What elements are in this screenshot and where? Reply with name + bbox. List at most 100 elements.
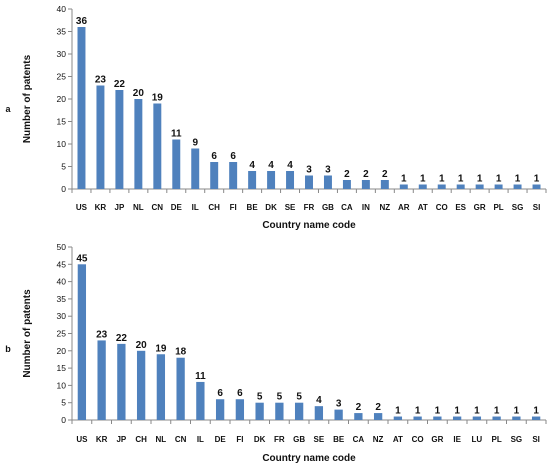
- chart2-bar-SE: [314, 406, 324, 420]
- chart2-y-tick-label-5: 25: [57, 329, 67, 339]
- chart1-data-label-BE: 4: [249, 160, 255, 171]
- chart2-category-label-CA: CA: [353, 435, 365, 444]
- chart1-data-label-AR: 1: [401, 174, 407, 185]
- chart1-y-tick-label-1: 5: [61, 162, 66, 172]
- chart1-bar-SE: [286, 171, 295, 189]
- chart2-bar-IE: [452, 416, 462, 420]
- chart2-data-label-DK: 5: [257, 392, 263, 403]
- chart1-bar-CA: [342, 180, 351, 189]
- chart2-bar-DK: [255, 402, 264, 420]
- chart1-category-label-GR: GR: [474, 203, 486, 212]
- chart2-data-label-LU: 1: [474, 406, 480, 417]
- chart2-data-label-CN: 18: [175, 347, 187, 358]
- chart2-data-label-DE: 6: [217, 388, 223, 399]
- chart2-bar-GR: [433, 416, 442, 420]
- chart1-data-label-SI: 1: [534, 174, 540, 185]
- chart2-y-tick-label-6: 30: [57, 311, 67, 321]
- chart1-y-axis-title: Number of patents: [22, 54, 33, 143]
- chart2-bar-KR: [97, 340, 106, 420]
- chart2-bar-BE: [334, 409, 343, 420]
- chart2-data-label-SE: 4: [316, 395, 322, 406]
- chart2-category-label-GB: GB: [293, 435, 305, 444]
- chart1-y-tick-label-8: 40: [57, 4, 67, 14]
- chart1-data-label-KR: 23: [95, 75, 107, 86]
- chart2-category-label-DK: DK: [254, 435, 266, 444]
- chart1-category-label-CA: CA: [341, 203, 353, 212]
- chart1-data-label-CH: 6: [211, 151, 217, 162]
- chart1-y-tick-label-3: 15: [57, 117, 67, 127]
- chart1-bar-DK: [267, 171, 276, 189]
- chart2-panel-label: b: [5, 344, 11, 354]
- chart2-bar-CH: [136, 350, 146, 420]
- chart1-y-tick-label-4: 20: [57, 94, 67, 104]
- chart1-data-label-NZ: 2: [382, 169, 388, 180]
- chart1-y-tick-label-5: 25: [57, 72, 67, 82]
- chart1-category-label-US: US: [76, 203, 88, 212]
- chart2-y-tick-label-1: 5: [61, 398, 66, 408]
- chart2-bar-PL: [492, 416, 501, 420]
- chart1-category-label-SI: SI: [533, 203, 541, 212]
- chart1-bar-BE: [248, 171, 257, 189]
- chart1-category-label-NL: NL: [133, 203, 144, 212]
- chart2-bar-CN: [176, 357, 185, 420]
- chart2-y-tick-label-2: 10: [57, 380, 67, 390]
- chart2-data-label-CO: 1: [415, 406, 421, 417]
- chart1-data-label-AT: 1: [420, 174, 426, 185]
- chart1-category-label-DK: DK: [265, 203, 277, 212]
- chart2-category-label-SG: SG: [511, 435, 523, 444]
- chart2-category-label-CN: CN: [175, 435, 187, 444]
- chart1-category-label-CH: CH: [208, 203, 220, 212]
- chart2-y-axis-title: Number of patents: [22, 289, 33, 378]
- chart2-category-label-NZ: NZ: [373, 435, 384, 444]
- chart1-data-label-PL: 1: [496, 174, 502, 185]
- chart2-data-label-FR: 5: [277, 392, 283, 403]
- chart1-category-label-CN: CN: [152, 203, 164, 212]
- chart1-data-label-CO: 1: [439, 174, 445, 185]
- chart2-data-label-PL: 1: [494, 406, 500, 417]
- chart1-data-label-FI: 6: [230, 151, 236, 162]
- chart2-y-tick-label-3: 15: [57, 363, 67, 373]
- chart2-bar-FI: [235, 399, 245, 420]
- chart1-data-label-NL: 20: [133, 88, 145, 99]
- chart1-category-label-CO: CO: [436, 203, 448, 212]
- chart2-category-label-IE: IE: [453, 435, 461, 444]
- chart2-bar-FR: [275, 402, 284, 420]
- chart2-bar-NZ: [373, 413, 383, 420]
- chart2-data-label-SG: 1: [514, 406, 520, 417]
- chart2-data-label-AT: 1: [395, 406, 401, 417]
- chart2-data-label-GB: 5: [296, 392, 302, 403]
- chart2-category-label-FI: FI: [236, 435, 243, 444]
- chart2-category-label-BE: BE: [333, 435, 345, 444]
- chart1-bar-ES: [456, 184, 465, 189]
- chart1-category-label-IN: IN: [362, 203, 370, 212]
- chart2-data-label-NZ: 2: [375, 402, 381, 413]
- chart1-x-axis-title: Country name code: [262, 220, 356, 231]
- chart2-category-label-GR: GR: [431, 435, 443, 444]
- chart2-category-label-DE: DE: [215, 435, 227, 444]
- chart2-bar-NL: [156, 354, 166, 420]
- chart2-data-label-IE: 1: [454, 406, 460, 417]
- chart2-category-label-US: US: [76, 435, 88, 444]
- chart1-bar-GR: [475, 184, 484, 189]
- chart1-data-label-IL: 9: [192, 138, 198, 149]
- chart2-bar-JP: [117, 343, 126, 420]
- chart1-data-label-SG: 1: [515, 174, 521, 185]
- chart1-category-label-AT: AT: [418, 203, 428, 212]
- chart1-category-label-JP: JP: [115, 203, 125, 212]
- chart1-bar-CO: [437, 184, 446, 189]
- chart1-data-label-DK: 4: [268, 160, 274, 171]
- chart1-data-label-GB: 3: [325, 165, 331, 176]
- chart1-category-label-KR: KR: [95, 203, 107, 212]
- chart2-bar-GB: [294, 402, 304, 420]
- chart2-category-label-KR: KR: [96, 435, 108, 444]
- chart2-data-label-IL: 11: [195, 371, 206, 382]
- chart2-y-tick-label-9: 45: [57, 259, 67, 269]
- chart2-bar-CO: [413, 416, 422, 420]
- chart2-data-label-CH: 20: [136, 340, 148, 351]
- chart2-data-label-KR: 23: [96, 329, 108, 340]
- chart1-y-tick-label-2: 10: [57, 139, 67, 149]
- chart2-data-label-US: 45: [76, 253, 88, 264]
- chart1-data-label-CN: 19: [152, 93, 164, 104]
- chart1-bar-SI: [532, 184, 541, 189]
